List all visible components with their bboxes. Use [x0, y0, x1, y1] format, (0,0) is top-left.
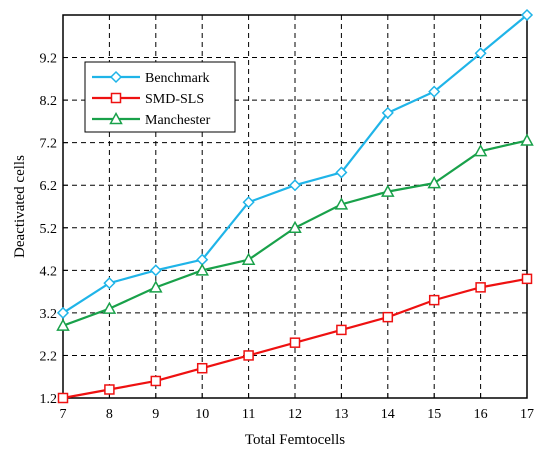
- data-point-benchmark: [381, 106, 394, 119]
- y-tick-label: 5.2: [40, 222, 58, 237]
- x-axis-label: Total Femtocells: [245, 432, 345, 448]
- data-point-benchmark: [288, 179, 302, 192]
- y-tick-label: 4.2: [40, 264, 58, 279]
- y-tick-label: 1.2: [40, 392, 58, 407]
- x-tick-label: 10: [195, 407, 209, 422]
- x-tick-label: 7: [60, 407, 67, 422]
- data-point-smd-sls: [336, 324, 347, 336]
- data-point-benchmark: [335, 166, 348, 179]
- legend-marker-manchester: [109, 111, 123, 125]
- x-tick-label: 15: [427, 407, 441, 422]
- data-point-manchester: [102, 301, 117, 314]
- data-point-manchester: [195, 263, 209, 276]
- y-tick-label: 7.2: [40, 137, 58, 152]
- y-axis-label: Deactivated cells: [12, 155, 28, 258]
- legend-label-smd-sls: SMD-SLS: [145, 92, 204, 107]
- data-point-benchmark: [103, 277, 116, 290]
- data-point-benchmark: [428, 85, 441, 98]
- x-tick-label: 14: [381, 407, 395, 422]
- y-tick-label: 6.2: [40, 179, 58, 194]
- legend-label-benchmark: Benchmark: [145, 71, 210, 86]
- y-tick-label: 9.2: [40, 52, 58, 67]
- data-point-manchester: [241, 252, 256, 265]
- data-point-smd-sls: [382, 311, 394, 323]
- data-point-manchester: [288, 220, 302, 234]
- data-point-benchmark: [56, 306, 70, 319]
- data-point-manchester: [56, 318, 70, 331]
- data-point-smd-sls: [289, 337, 301, 348]
- data-point-manchester: [334, 197, 349, 210]
- x-tick-label: 17: [520, 407, 534, 422]
- data-point-manchester: [473, 144, 488, 157]
- data-point-benchmark: [149, 264, 162, 277]
- data-point-smd-sls: [57, 392, 69, 404]
- data-point-smd-sls: [521, 273, 533, 285]
- data-point-manchester: [520, 133, 534, 146]
- legend: Benchmark SMD-SLS Manchester: [84, 61, 236, 133]
- legend-marker-benchmark: [109, 70, 123, 84]
- data-point-manchester: [427, 176, 441, 189]
- x-tick-label: 16: [474, 407, 488, 422]
- series-benchmark: [56, 8, 534, 319]
- data-point-manchester: [149, 280, 163, 293]
- y-tick-label: 8.2: [40, 94, 58, 109]
- data-point-benchmark: [242, 196, 255, 209]
- data-point-benchmark: [474, 47, 487, 60]
- data-point-smd-sls: [196, 362, 208, 374]
- x-tick-label: 11: [242, 407, 255, 422]
- legend-marker-smd-sls: [110, 92, 122, 104]
- data-point-smd-sls: [104, 384, 115, 395]
- data-point-manchester: [381, 184, 395, 197]
- x-tick-label: 13: [334, 407, 348, 422]
- data-point-benchmark: [520, 8, 534, 22]
- axis-ticks: 7 8 9 10 11 12 13 14 15 16 17 1.2 2.2 3.2 4.2 5.2 6.2 7.2…: [40, 52, 535, 422]
- data-point-smd-sls: [475, 282, 486, 293]
- data-point-smd-sls: [243, 350, 254, 361]
- data-point-smd-sls: [150, 375, 162, 387]
- x-tick-label: 9: [152, 407, 159, 422]
- series-group: [56, 8, 534, 404]
- series-manchester: [56, 133, 534, 331]
- x-tick-label: 12: [288, 407, 302, 422]
- x-tick-label: 8: [106, 407, 113, 422]
- legend-label-manchester: Manchester: [145, 113, 211, 128]
- data-point-smd-sls: [428, 294, 440, 306]
- y-tick-label: 2.2: [40, 349, 58, 364]
- y-tick-label: 3.2: [40, 307, 58, 322]
- series-smd-sls: [57, 273, 533, 404]
